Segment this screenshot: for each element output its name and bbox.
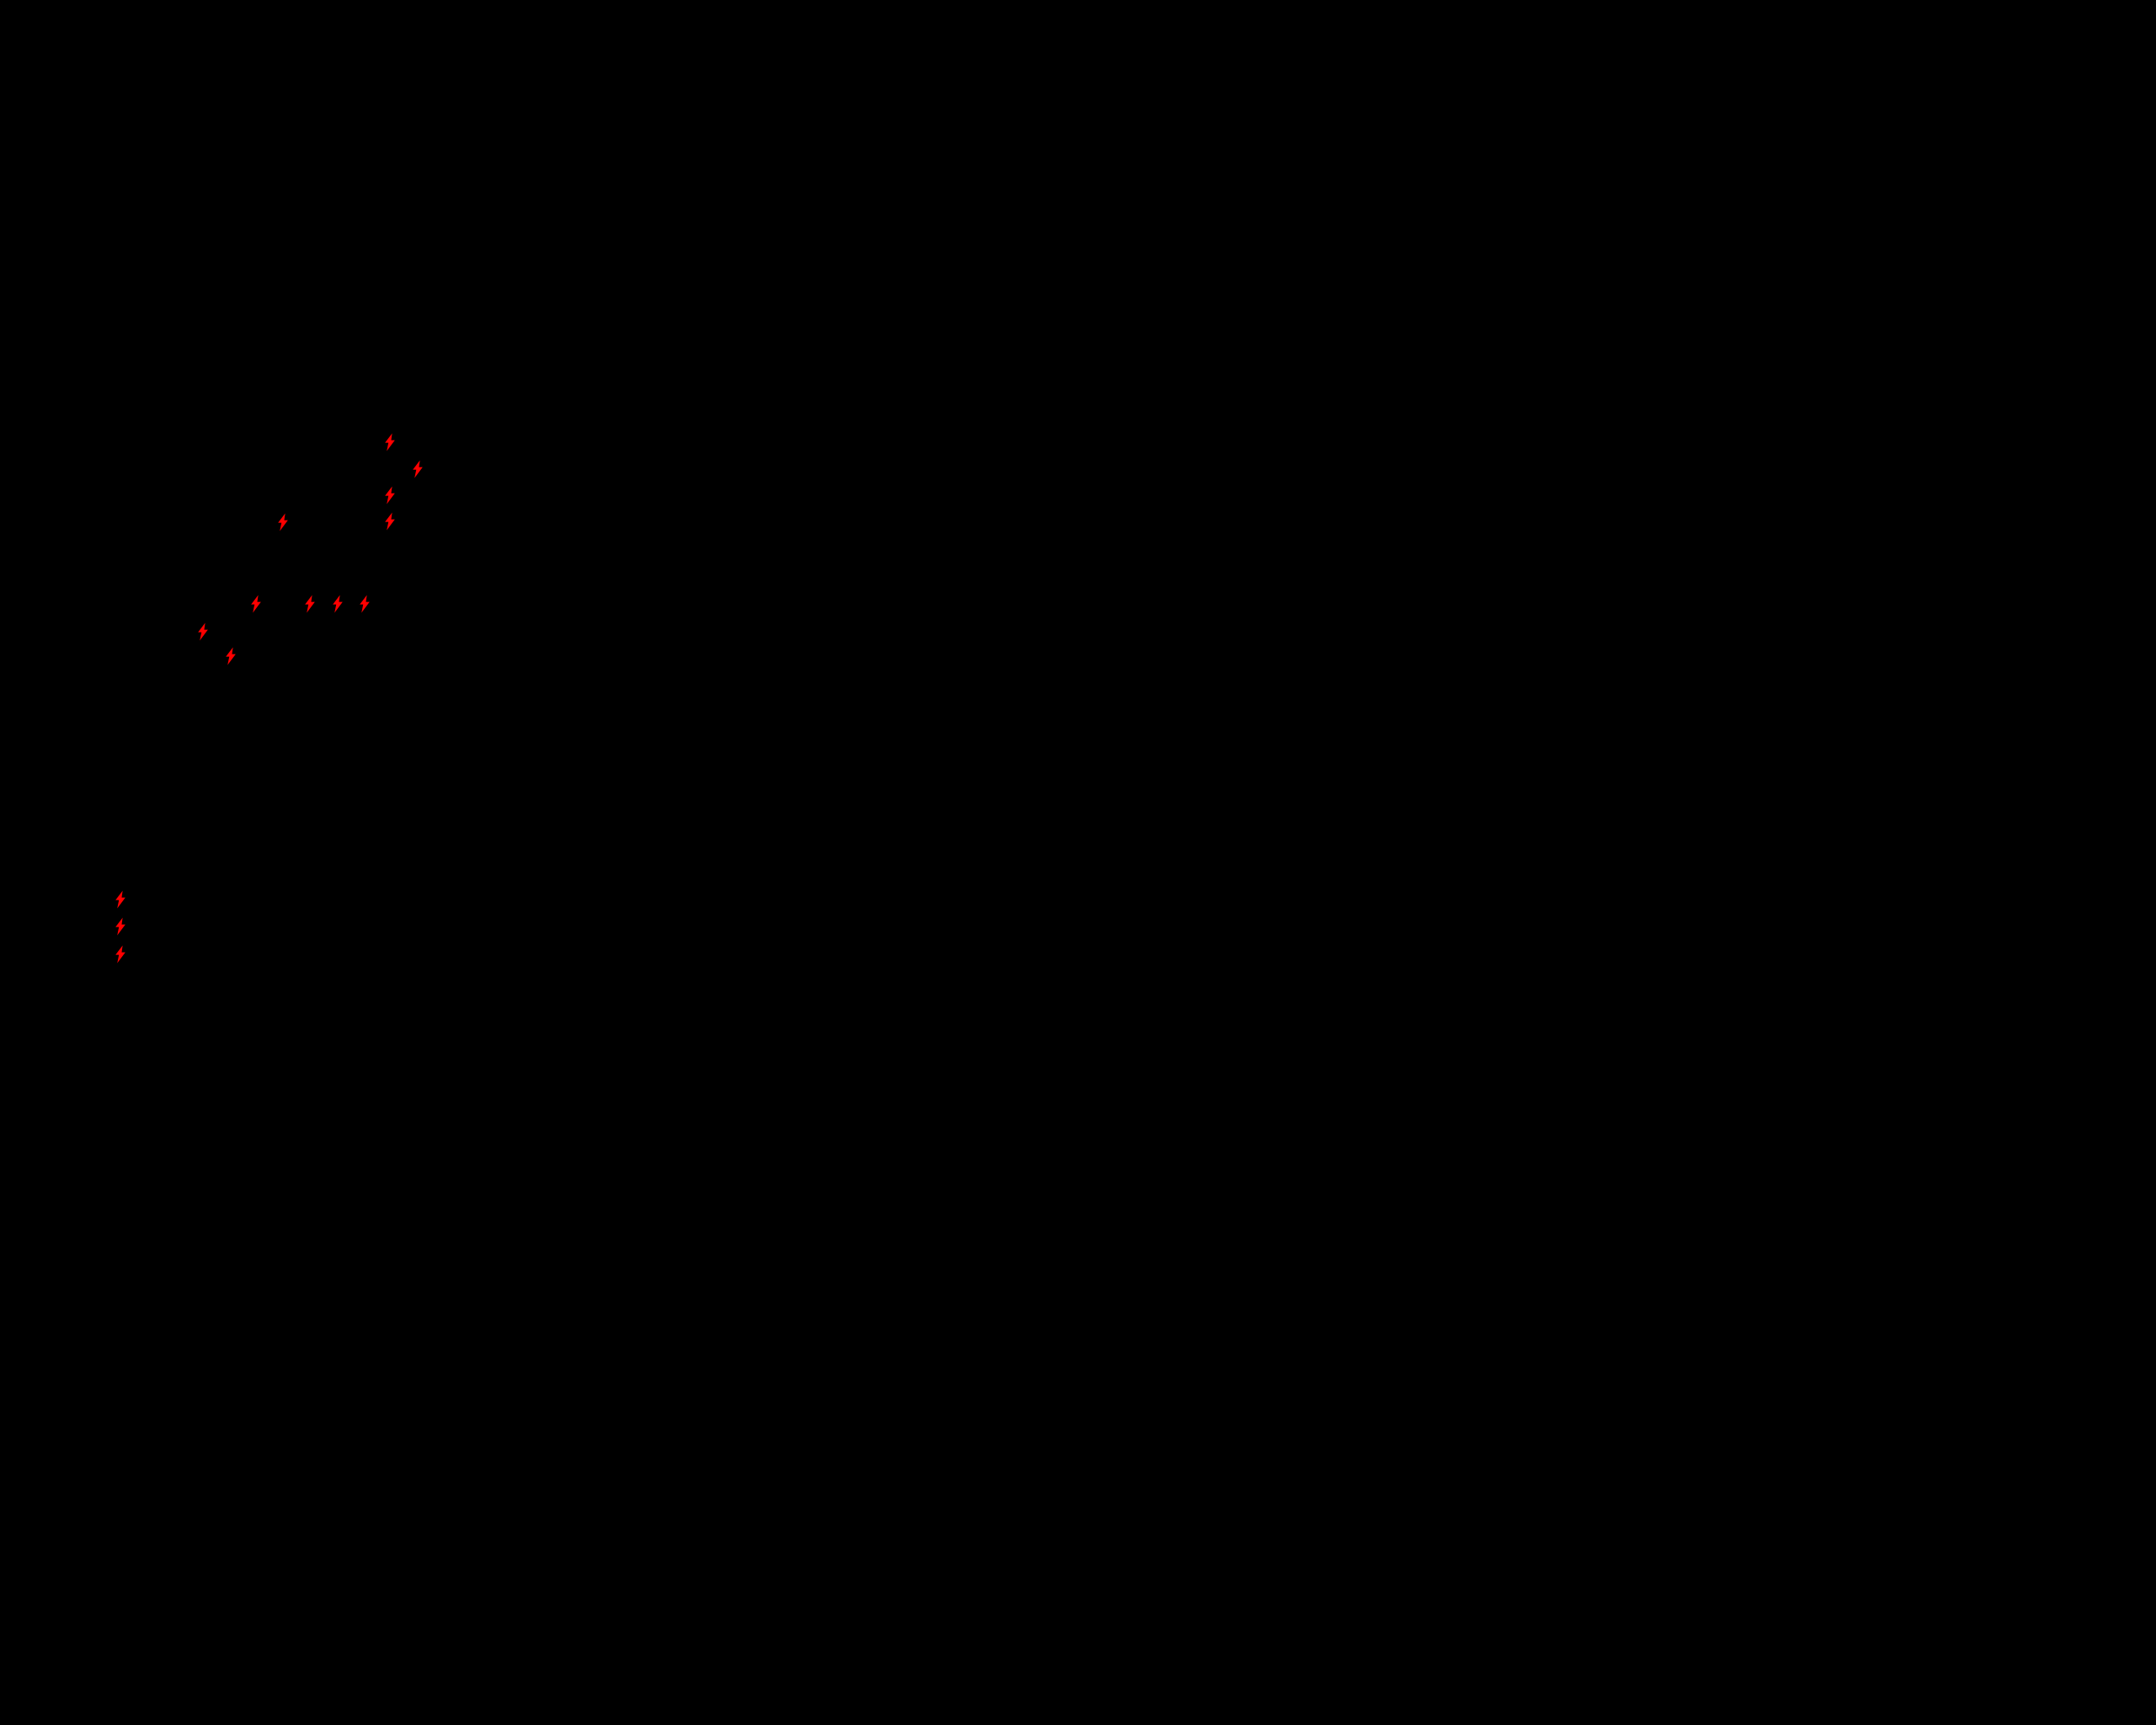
lightning-bolt-icon[interactable] (332, 595, 344, 613)
lightning-bolt-icon[interactable] (115, 917, 126, 936)
lightning-bolt-icon[interactable] (225, 647, 237, 665)
lightning-bolt-icon[interactable] (277, 513, 289, 531)
lightning-bolt-icon[interactable] (384, 512, 396, 531)
lightning-bolt-icon[interactable] (197, 622, 209, 641)
lightning-bolt-icon[interactable] (384, 486, 396, 505)
lightning-bolt-icon[interactable] (115, 890, 126, 909)
lightning-bolt-icon[interactable] (115, 945, 126, 964)
lightning-bolt-icon[interactable] (359, 595, 371, 613)
lightning-bolt-icon[interactable] (384, 433, 396, 451)
lightning-bolt-icon[interactable] (304, 595, 316, 613)
lightning-bolt-icon[interactable] (412, 460, 424, 478)
lightning-bolt-icon[interactable] (250, 595, 262, 613)
